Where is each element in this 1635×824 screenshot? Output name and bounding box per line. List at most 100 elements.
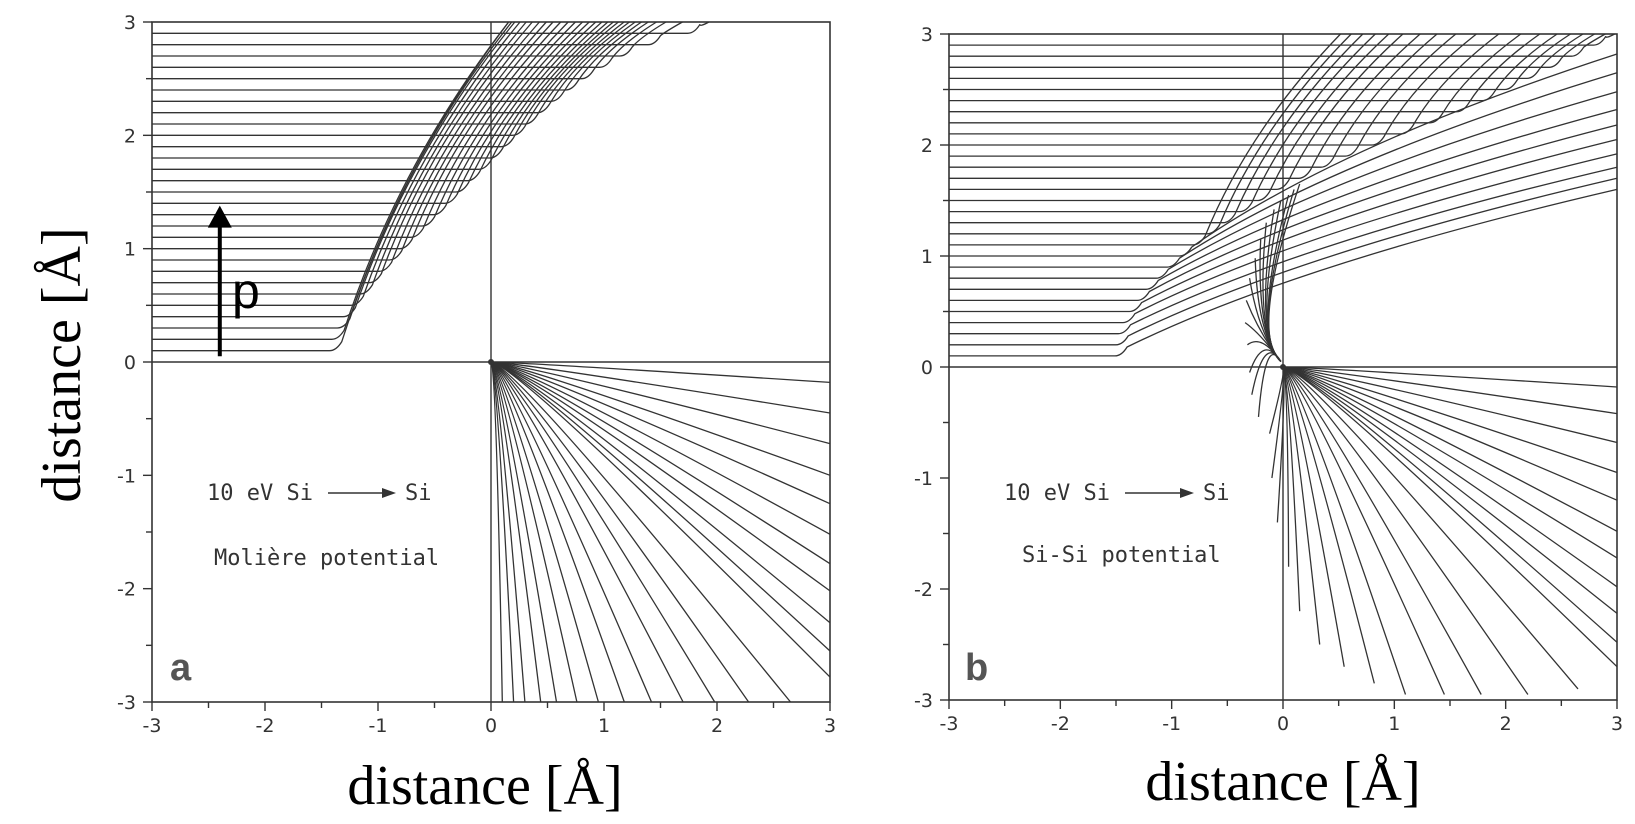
panel-a-projectile-trajectory	[152, 21, 569, 227]
panel-a-projectile-trajectory	[152, 21, 590, 193]
panel-a-y-tick-label: -1	[117, 465, 136, 487]
panel-b-recoil-trajectory	[1282, 366, 1345, 667]
panel-a-projectile-trajectory	[152, 21, 533, 284]
panel-a-projectile-trajectory	[152, 21, 683, 46]
panel-a-projectile-trajectory	[152, 21, 636, 102]
panel-a-beam-label: 10 eV Si	[207, 481, 313, 506]
panel-a-x-tick-label: 1	[598, 715, 610, 737]
panel-a-recoil-trajectory	[490, 361, 831, 678]
panel-b-recoil-trajectory	[1282, 366, 1482, 695]
panel-b-projectile-trajectory	[949, 177, 1618, 346]
panel-a-axes: -3 -2 -1 0 1 2 3 3 2 1 0 -1 -2 -3	[117, 12, 836, 737]
panel-b-x-tick-label: 0	[1277, 713, 1289, 735]
panel-b-recoil-trajectory	[1282, 366, 1407, 695]
panel-a-projectile-trajectory	[152, 21, 540, 272]
panel-b-projectile-trajectory	[949, 33, 1404, 191]
panel-a-projectile-trajectory	[152, 21, 642, 91]
panel-b-projectile-trajectory	[949, 33, 1595, 68]
panel-b-projectile-trajectory	[949, 33, 1571, 91]
panel-b-projectile-trajectory	[949, 124, 1618, 302]
panel-b-projectile-trajectory	[949, 108, 1618, 290]
panel-b-y-tick-label: -2	[914, 579, 933, 601]
panel-a-target-label: Si	[405, 481, 432, 506]
panel-a-recoil-trajectory	[490, 361, 831, 445]
panel-a-y-tick-label: -3	[117, 692, 136, 714]
panel-b-recoil-trajectory	[1282, 366, 1529, 695]
panel-b-axes: -3 -2 -1 0 1 2 3 3 2 1 0 -1 -2 -3	[914, 24, 1623, 735]
panel-b-y-tick-label: 0	[921, 357, 933, 379]
panel-b-projectile-trajectory	[949, 33, 1558, 102]
panel-a-y-tick-label: 2	[124, 125, 136, 147]
panel-a-recoil-trajectory	[490, 361, 792, 703]
panel-b-recoil-trajectory	[1282, 366, 1445, 695]
panel-a-projectile-trajectory	[152, 21, 510, 340]
panel-b-projectile-trajectory	[949, 33, 1606, 57]
panel-b-x-tick-label: 3	[1611, 713, 1623, 735]
panel-b-projectile-trajectory	[949, 72, 1618, 268]
panel-a-projectile-trajectory	[152, 21, 562, 238]
panel-a-projectile-trajectory	[152, 21, 521, 306]
panel-b-beam-label: 10 eV Si	[1004, 481, 1110, 506]
panel-a-target-atom	[488, 359, 494, 365]
impact-parameter-label: p	[232, 263, 260, 319]
panel-a-projectile-trajectory	[152, 21, 527, 295]
panel-b-projectile-trajectory	[949, 33, 1477, 146]
panel-b-letter: b	[965, 647, 988, 689]
panel-a-projectile-trajectory	[152, 21, 576, 216]
panel-b-projectile-trajectory	[949, 91, 1618, 279]
panel-b-projectile-trajectory	[949, 33, 1438, 168]
panel-a-recoil-trajectory	[490, 361, 578, 703]
panel-a-y-tick-label: 3	[124, 12, 136, 34]
panel-a-projectile-trajectory	[152, 21, 614, 148]
panel-b-projectile-trajectory	[949, 33, 1341, 246]
panel-a-projectile-trajectory	[152, 21, 657, 68]
panel-a-projectile-trajectory	[152, 21, 513, 329]
panel-b-x-tick-label: -1	[1162, 713, 1181, 735]
panel-a-y-tick-label: -2	[117, 579, 136, 601]
panel-b-y-tick-label: 1	[921, 246, 933, 268]
panel-a-potential-label: Molière potential	[214, 546, 439, 571]
panel-a-projectile-trajectory	[152, 21, 710, 34]
panel-a-projectile-trajectory	[152, 21, 619, 136]
panel-a-projectile-trajectory	[152, 21, 554, 250]
panel-a-x-tick-label: -2	[256, 715, 275, 737]
panel-b-x-tick-label: 2	[1500, 713, 1512, 735]
panel-b-projectile-trajectory	[949, 33, 1584, 80]
panel-a-letter: a	[170, 647, 192, 689]
panel-a-recoil-trajectory	[490, 361, 600, 703]
panel-b-y-tick-label: -3	[914, 690, 933, 712]
panel-b-x-tick-label: -2	[1051, 713, 1070, 735]
panel-b-projectile-trajectory	[949, 138, 1618, 313]
panel-a-x-tick-label: 3	[824, 715, 836, 737]
panel-b-recoil-trajectory	[1282, 366, 1618, 668]
panel-b-recoil-trajectory	[1282, 366, 1375, 684]
panel-a-x-tick-label: 0	[485, 715, 497, 737]
panel-b-projectile-trajectory	[949, 33, 1500, 135]
panel-b-projectile-trajectory	[949, 53, 1618, 257]
panel-b-trajectories	[949, 33, 1618, 695]
panel-b-projectile-trajectory	[949, 33, 1376, 213]
panel-a-recoil-trajectory	[490, 361, 750, 703]
panel-b-projectile-trajectory	[949, 33, 1457, 157]
panel-b-x-axis-label: distance [Å]	[1145, 751, 1420, 813]
panel-a-recoil-trajectory	[490, 361, 684, 703]
panel-a-recoil-trajectory	[490, 361, 503, 703]
panel-b-x-tick-label: -3	[940, 713, 959, 735]
panel-a-recoil-trajectory	[490, 361, 831, 414]
panel-b-projectile-trajectory	[949, 153, 1618, 324]
y-axis-label: distance [Å]	[31, 227, 93, 502]
panel-b-projectile-trajectory	[949, 33, 1364, 224]
panel-b-projectile-trajectory	[949, 33, 1390, 202]
panel-b-projectile-trajectory	[949, 33, 1352, 235]
panel-b-target-label: Si	[1203, 481, 1230, 506]
panel-b-target-atom	[1280, 364, 1286, 370]
panel-b-backscatter-trajectory	[1257, 354, 1282, 417]
panel-b-y-tick-label: 2	[921, 135, 933, 157]
panel-a-x-tick-label: -1	[369, 715, 388, 737]
panel-a-projectile-trajectory	[152, 21, 597, 182]
panel-b-projectile-trajectory	[949, 33, 1541, 113]
panel-b: -3 -2 -1 0 1 2 3 3 2 1 0 -1 -2 -3 10 eV Si Si Si-Si p…	[914, 24, 1623, 735]
impact-parameter-arrow	[207, 205, 232, 357]
panel-b-recoil-trajectory	[1282, 366, 1579, 690]
